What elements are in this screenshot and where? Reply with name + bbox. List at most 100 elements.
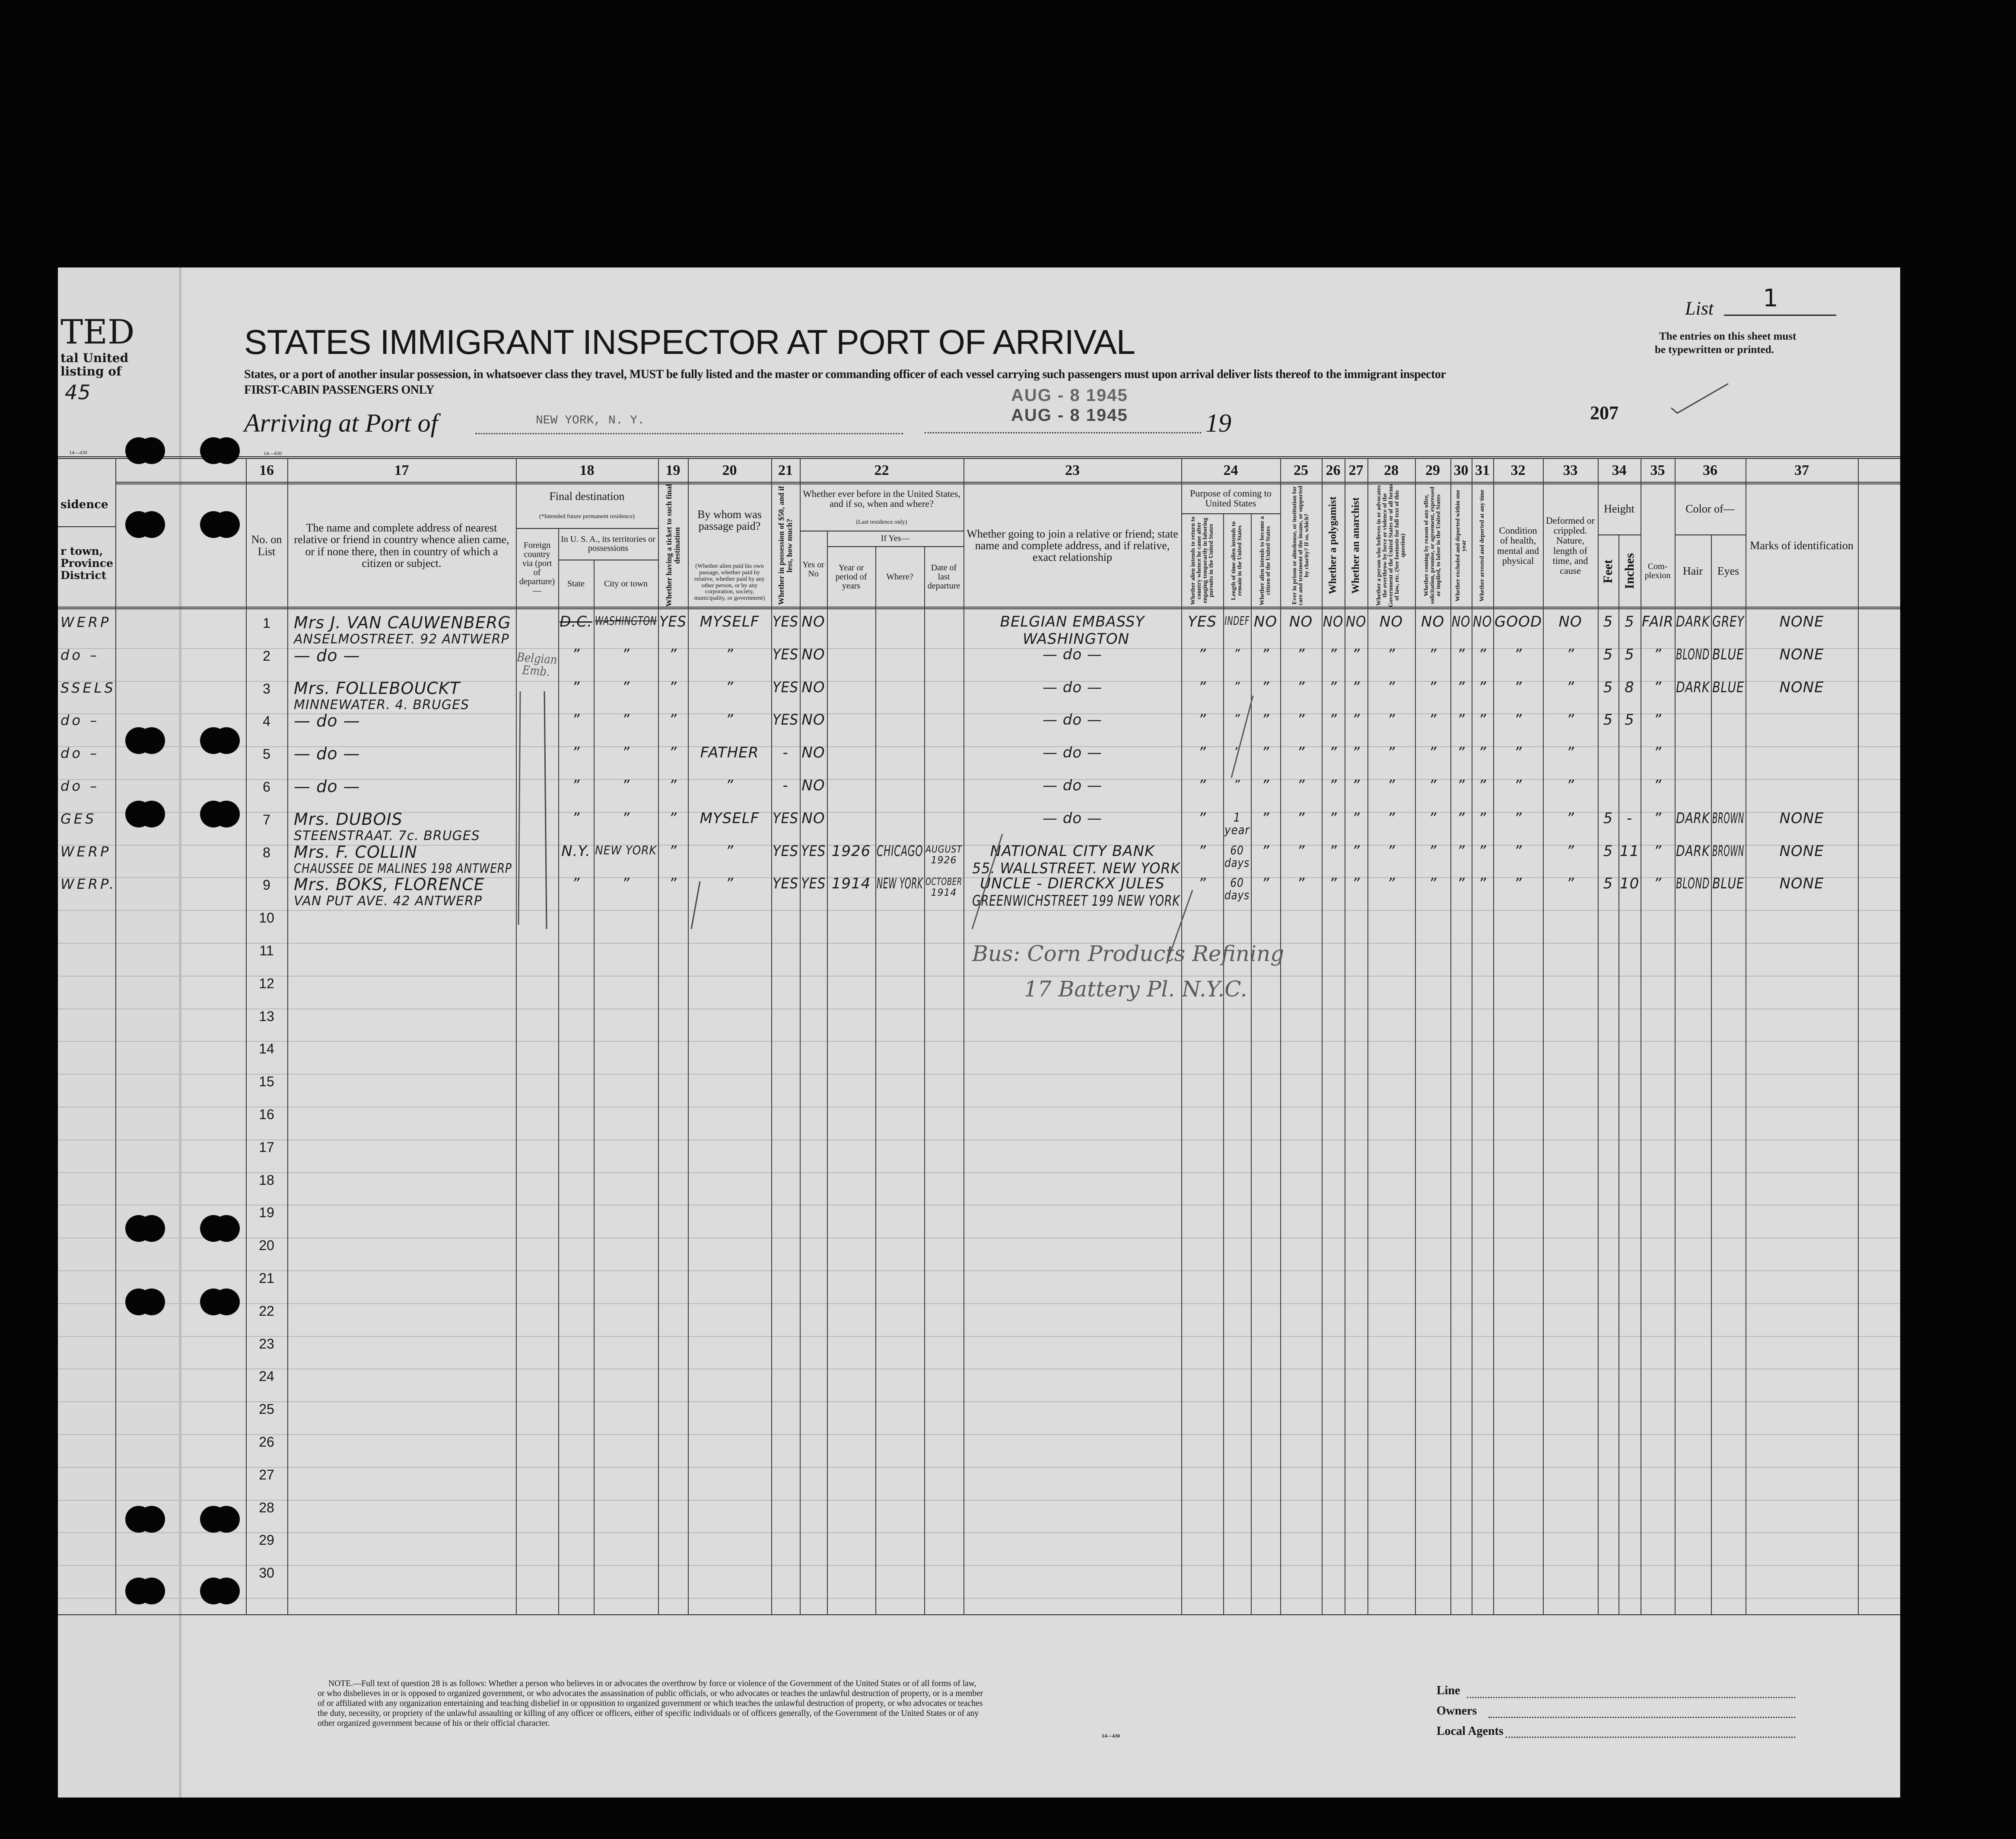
- row-number: 13: [259, 1009, 274, 1024]
- column-number: 26: [1326, 462, 1341, 479]
- cell-before: YES: [801, 875, 826, 892]
- fragment-residence: SSELS: [60, 680, 116, 696]
- header-c29-label: Whether coming by reason of any offer, s…: [1415, 483, 1450, 608]
- cell-citizen: NO: [1253, 613, 1278, 630]
- column-rule: [1675, 458, 1676, 1614]
- header-c24-b: Length of time alien intends to remain i…: [1223, 513, 1251, 608]
- cell-possession: -: [782, 744, 789, 761]
- cell-health: ”: [1514, 777, 1522, 794]
- row-number: 12: [259, 976, 274, 991]
- cell-q29: ”: [1428, 777, 1437, 794]
- cell-q29: ”: [1428, 711, 1437, 729]
- cell-feet: 5: [1603, 646, 1613, 663]
- cell-health: GOOD: [1495, 613, 1542, 630]
- header-c18-label-text: Final destination: [549, 490, 625, 503]
- footnote-line: or who disbelieves in or is opposed to o…: [318, 1689, 983, 1698]
- cell-prison: ”: [1297, 843, 1305, 860]
- cell-state: D.C.: [560, 613, 592, 630]
- cell-arrested: ”: [1478, 711, 1487, 729]
- cell-city: ”: [622, 679, 630, 696]
- column-number: 35: [1650, 462, 1665, 479]
- row-number: 4: [263, 713, 270, 729]
- column-rule: [516, 458, 517, 1614]
- header-c33-label-text: Deformed or crippled. Nature, length of …: [1545, 515, 1595, 576]
- header-c31-label-text: Whether arrested and deported at any tim…: [1479, 489, 1485, 602]
- column-rule: [1415, 458, 1416, 1614]
- row-number: 1: [263, 615, 270, 631]
- cell-arrested: ”: [1478, 679, 1487, 696]
- header-c35-label: Com-plexion: [1641, 535, 1675, 608]
- line-field[interactable]: [1467, 1697, 1795, 1698]
- header-c24-label: Purpose of coming to United States: [1181, 483, 1280, 513]
- punch-hole: [125, 1506, 165, 1533]
- cell-q28: ”: [1387, 875, 1396, 892]
- list-number: 1: [1763, 284, 1779, 312]
- cell-deformed: ”: [1566, 843, 1574, 860]
- arriving-label: Arriving at Port of: [244, 409, 438, 437]
- punch-hole: [200, 1578, 240, 1604]
- row-number: 10: [259, 910, 274, 926]
- cell-date: 1914: [931, 888, 957, 898]
- fragment-residence: do –: [60, 712, 100, 729]
- column-rule: [1181, 458, 1182, 1614]
- header-c18-city-text: City or town: [604, 579, 648, 589]
- cell-possession: YES: [773, 711, 798, 729]
- header-c17-label-text: The name and complete address of nearest…: [294, 521, 509, 570]
- cell-joining: — do —: [1043, 646, 1102, 663]
- cell-marks: NONE: [1779, 679, 1824, 696]
- row-number: 27: [259, 1467, 274, 1483]
- passenger-relative-address: MINNEWATER. 4. BRUGES: [294, 697, 470, 713]
- cell-length: 1 year: [1224, 810, 1250, 837]
- row-rule: [58, 1336, 1900, 1337]
- cell-ticket: ”: [669, 777, 677, 794]
- cell-joining: — do —: [1043, 679, 1102, 696]
- cell-hair: BLOND: [1676, 646, 1710, 663]
- cell-joining: GREENWICHSTREET 199 NEW YORK: [972, 892, 1180, 910]
- punch-hole: [200, 1506, 240, 1533]
- cell-excluded: ”: [1457, 711, 1465, 729]
- cell-hair: DARK: [1676, 679, 1710, 696]
- subheader-rule: [827, 546, 963, 547]
- owners-field[interactable]: [1488, 1717, 1795, 1718]
- cell-anarchist: ”: [1352, 646, 1360, 663]
- punch-hole: [125, 727, 165, 754]
- column-rule: [558, 528, 559, 1614]
- manifest-sheet: [180, 267, 1900, 1798]
- cell-eyes: BLUE: [1712, 679, 1744, 696]
- cell-purpose: ”: [1198, 679, 1206, 696]
- local-agents-field[interactable]: [1506, 1737, 1795, 1738]
- column-rule: [1450, 458, 1451, 1614]
- cell-before: YES: [801, 843, 826, 860]
- entries-note: The entries on this sheet must: [1659, 331, 1797, 342]
- row-number: 25: [259, 1401, 274, 1417]
- row-number: 6: [263, 779, 270, 795]
- cell-polygamist: ”: [1329, 679, 1337, 696]
- header-c22-yes-no: Yes or No: [800, 531, 827, 608]
- cell-purpose: ”: [1198, 843, 1206, 860]
- header-c35-label-text: Com-plexion: [1644, 562, 1671, 580]
- cell-purpose: ”: [1198, 711, 1206, 729]
- column-rule: [1711, 535, 1712, 1614]
- column-rule: [1223, 513, 1224, 1614]
- cell-before: NO: [801, 810, 825, 827]
- row-rule: [58, 713, 1900, 714]
- header-c19-label-text: Whether having a ticket to such final de…: [664, 484, 681, 607]
- cell-possession: YES: [773, 646, 798, 663]
- header-c18-foreign-text: Foreign country via (port of departure)—: [519, 540, 555, 595]
- cell-state: ”: [572, 679, 580, 696]
- cell-length: INDEF: [1224, 614, 1250, 628]
- header-c36-hair-text: Hair: [1682, 565, 1703, 578]
- cell-q28: ”: [1387, 646, 1396, 663]
- column-rule: [800, 458, 801, 1614]
- header-c25-label: Ever in prison or almshouse, or institut…: [1280, 483, 1322, 608]
- header-c34-label-text: Height: [1604, 502, 1634, 515]
- fragment-col-header: District: [60, 569, 107, 582]
- punch-hole: [200, 511, 240, 538]
- header-c19-label: Whether having a ticket to such final de…: [658, 483, 688, 608]
- cell-eyes: BROWN: [1712, 810, 1744, 827]
- footnote-line: the duty, necessity, or propriety of the…: [318, 1709, 979, 1718]
- cell-health: ”: [1514, 679, 1522, 696]
- cell-joining: NATIONAL CITY BANK: [990, 843, 1155, 860]
- row-rule: [58, 681, 1900, 682]
- column-rule: [1543, 458, 1544, 1614]
